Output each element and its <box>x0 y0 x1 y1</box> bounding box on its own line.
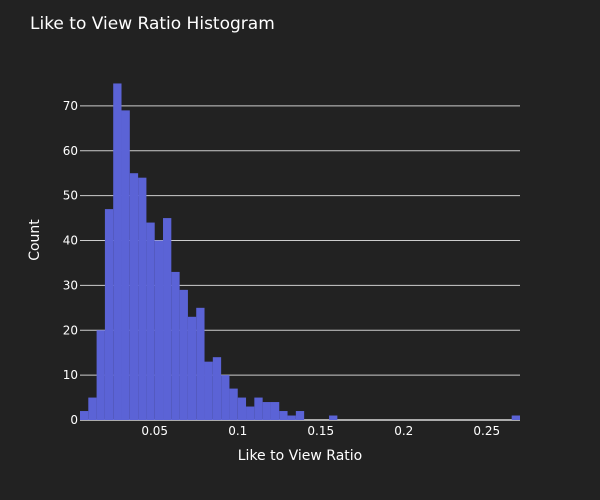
y-axis-ticks: 0 10 20 30 40 50 60 70 <box>63 99 78 427</box>
x-tick-label: 0.2 <box>394 424 413 438</box>
histogram-bar <box>121 110 130 420</box>
histogram-bars <box>80 83 520 420</box>
histogram-bar <box>511 415 520 420</box>
x-tick-label: 0.15 <box>307 424 334 438</box>
y-tick-label: 10 <box>63 368 78 382</box>
x-axis-label: Like to View Ratio <box>238 448 362 464</box>
y-tick-label: 20 <box>63 323 78 337</box>
histogram-bar <box>88 397 97 420</box>
y-tick-label: 0 <box>70 413 78 427</box>
histogram-bar <box>254 397 263 420</box>
x-axis-ticks: 0.05 0.1 0.15 0.2 0.25 <box>141 424 500 438</box>
histogram-bar <box>229 388 238 420</box>
y-tick-label: 50 <box>63 189 78 203</box>
y-tick-label: 60 <box>63 144 78 158</box>
chart-title: Like to View Ratio Histogram <box>30 14 275 34</box>
histogram-bar <box>129 173 139 420</box>
histogram-bar <box>80 411 89 420</box>
histogram-bar <box>138 177 147 420</box>
histogram-bar <box>113 83 122 420</box>
histogram-bar <box>279 411 288 420</box>
histogram-bar <box>187 316 197 420</box>
histogram-bar <box>196 307 205 420</box>
histogram-bar <box>171 271 180 420</box>
histogram-bar <box>287 415 296 420</box>
y-tick-label: 30 <box>63 278 78 292</box>
histogram-bar <box>163 218 172 420</box>
x-tick-label: 0.1 <box>228 424 247 438</box>
histogram-bar <box>212 357 222 420</box>
y-tick-label: 40 <box>63 234 78 248</box>
histogram-bar <box>179 289 188 420</box>
y-tick-label: 70 <box>63 99 78 113</box>
histogram-bar <box>262 402 271 420</box>
histogram-bar <box>270 402 280 420</box>
histogram-bar <box>237 397 247 420</box>
histogram-bar <box>329 415 338 420</box>
histogram-bar <box>204 361 213 420</box>
x-tick-label: 0.25 <box>473 424 500 438</box>
histogram-bar <box>146 222 155 420</box>
histogram-bar <box>221 375 230 420</box>
histogram-bar <box>96 330 105 420</box>
x-tick-label: 0.05 <box>141 424 168 438</box>
histogram-bar <box>104 209 114 420</box>
histogram-bar <box>246 406 255 420</box>
histogram-bar <box>154 240 164 420</box>
y-axis-label: Count <box>27 219 43 261</box>
histogram-bar <box>295 411 305 420</box>
